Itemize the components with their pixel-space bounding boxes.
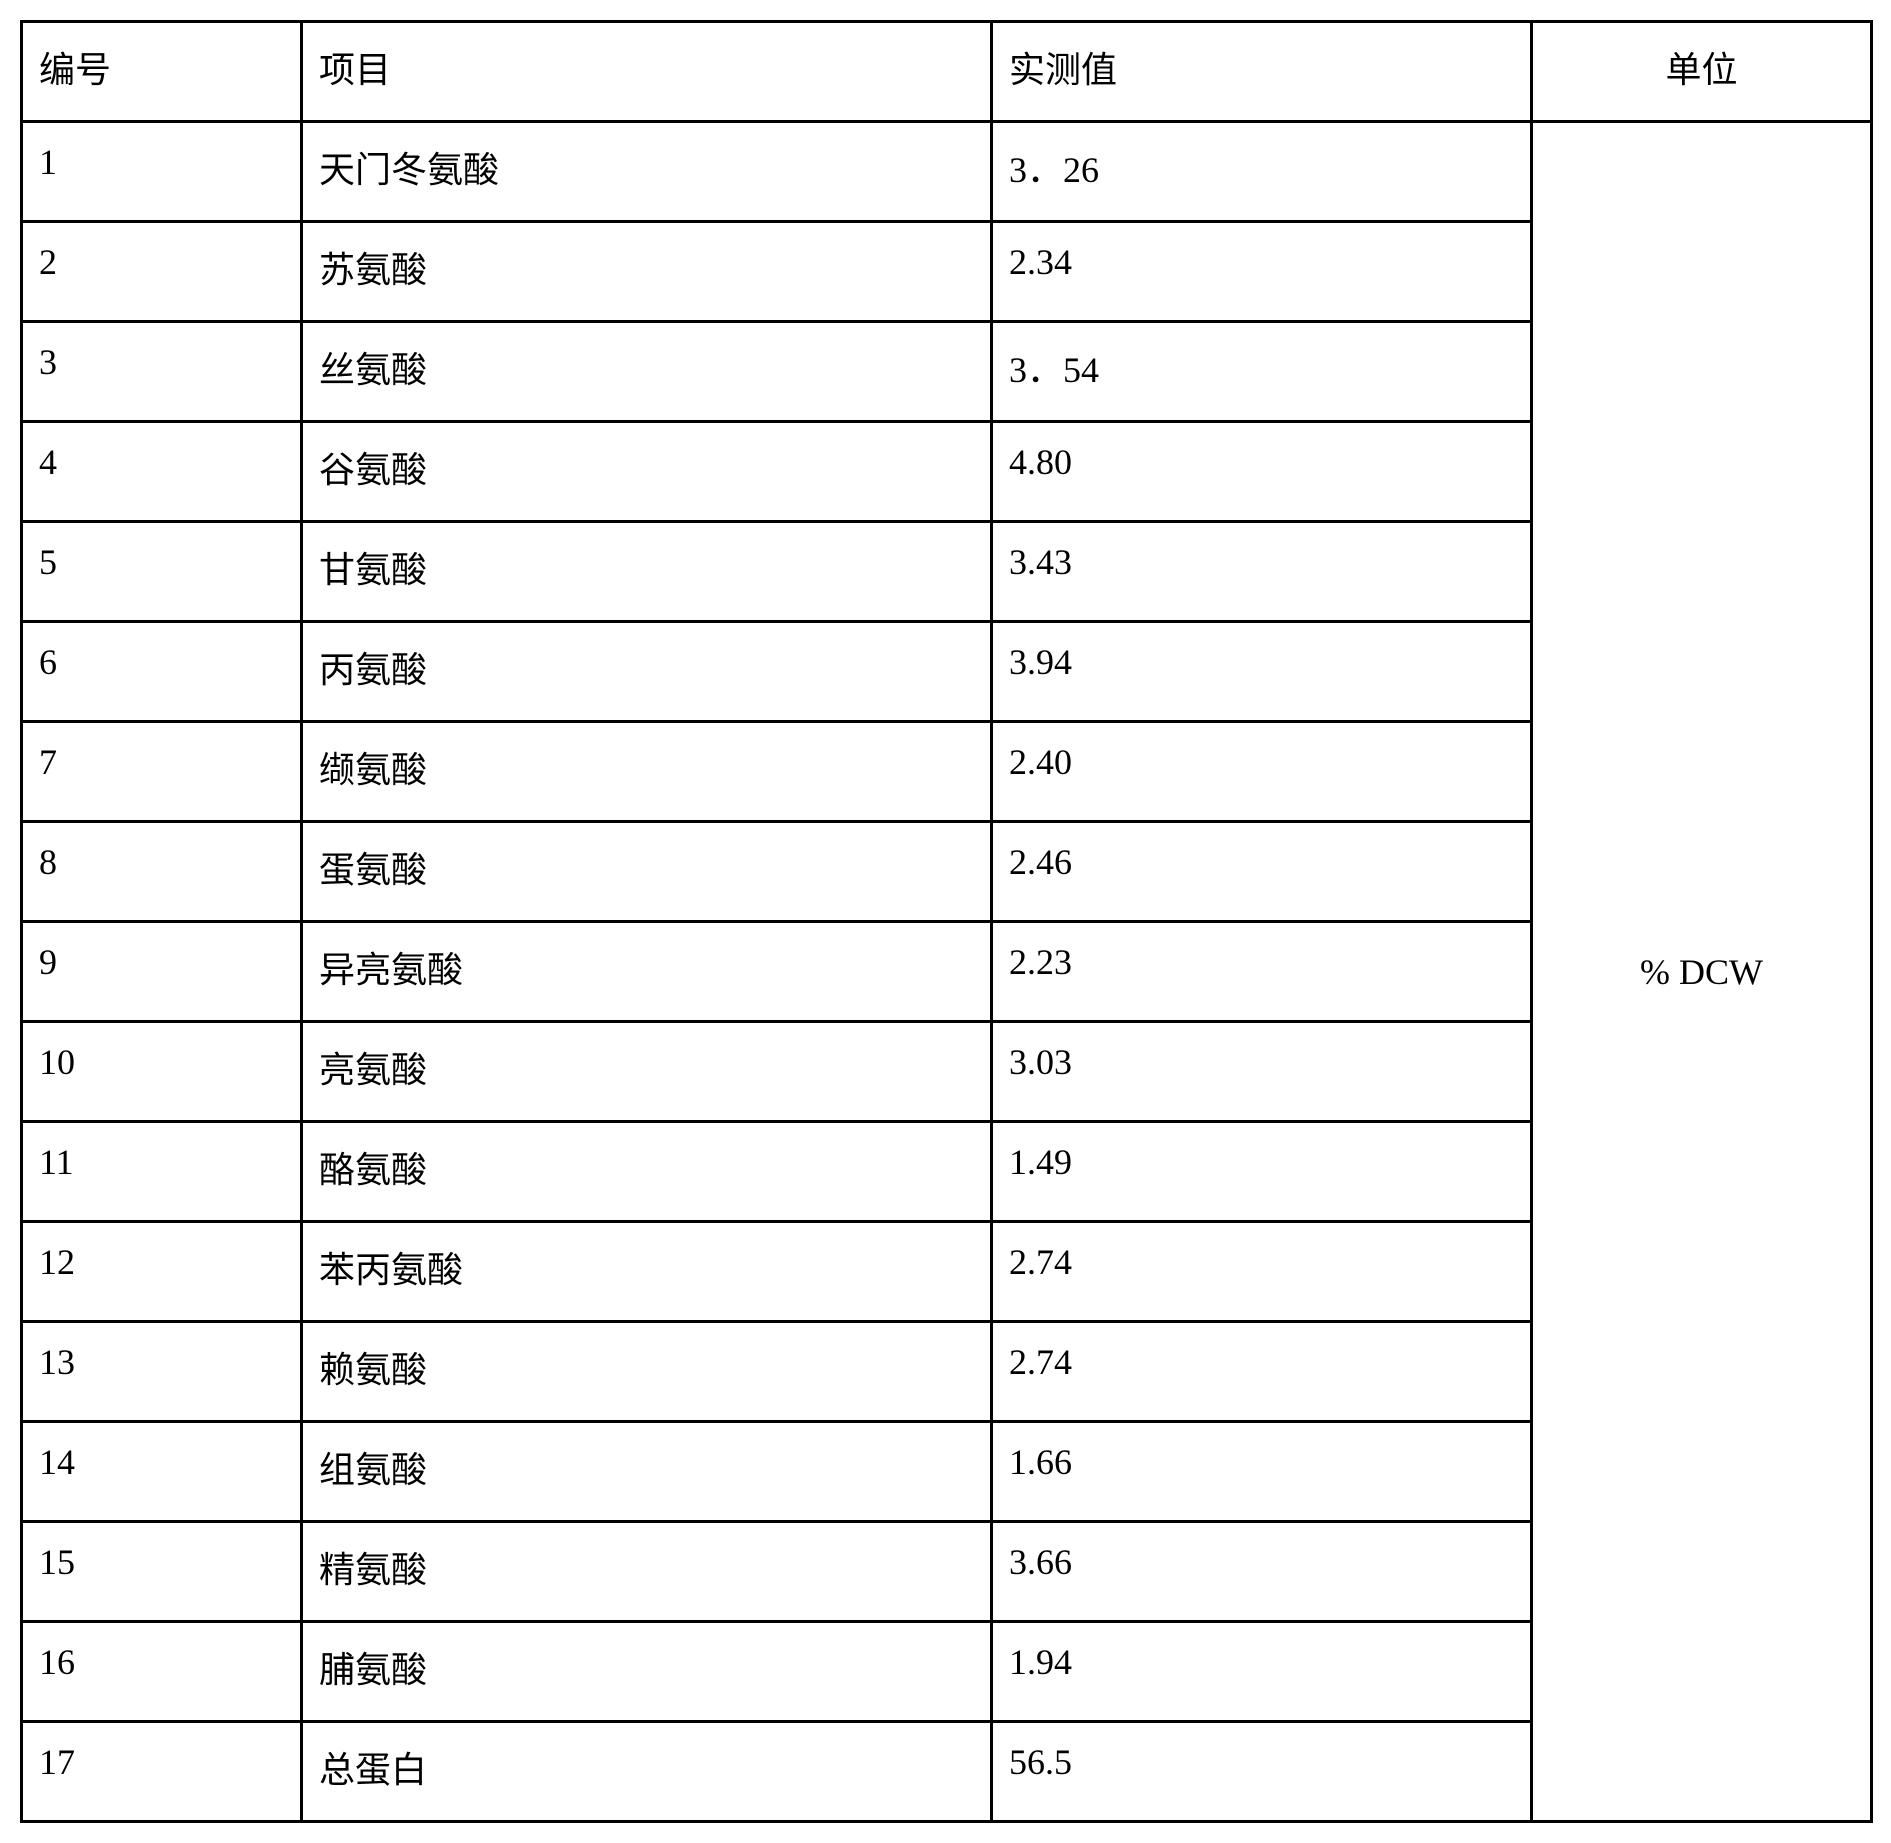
cell-num: 6	[22, 622, 302, 722]
cell-num: 14	[22, 1422, 302, 1522]
table-body: 编号 项目 实测值 单位 1 天门冬氨酸 3．26 % DCW 2 苏氨酸 2.…	[22, 22, 1872, 1822]
header-num: 编号	[22, 22, 302, 122]
cell-value: 2.74	[992, 1322, 1532, 1422]
unit-cell: % DCW	[1532, 122, 1872, 1822]
cell-item: 脯氨酸	[302, 1622, 992, 1722]
header-item: 项目	[302, 22, 992, 122]
cell-item: 苯丙氨酸	[302, 1222, 992, 1322]
cell-num: 13	[22, 1322, 302, 1422]
cell-num: 15	[22, 1522, 302, 1622]
cell-item: 精氨酸	[302, 1522, 992, 1622]
cell-value: 1.49	[992, 1122, 1532, 1222]
cell-value: 2.46	[992, 822, 1532, 922]
cell-num: 8	[22, 822, 302, 922]
cell-value: 4.80	[992, 422, 1532, 522]
header-unit: 单位	[1532, 22, 1872, 122]
cell-item: 缬氨酸	[302, 722, 992, 822]
cell-num: 17	[22, 1722, 302, 1822]
cell-num: 11	[22, 1122, 302, 1222]
cell-num: 10	[22, 1022, 302, 1122]
cell-item: 谷氨酸	[302, 422, 992, 522]
cell-num: 16	[22, 1622, 302, 1722]
cell-item: 总蛋白	[302, 1722, 992, 1822]
cell-num: 12	[22, 1222, 302, 1322]
header-value: 实测值	[992, 22, 1532, 122]
cell-value: 3.94	[992, 622, 1532, 722]
cell-value: 1.94	[992, 1622, 1532, 1722]
cell-value: 2.40	[992, 722, 1532, 822]
cell-item: 蛋氨酸	[302, 822, 992, 922]
cell-num: 9	[22, 922, 302, 1022]
cell-num: 1	[22, 122, 302, 222]
cell-item: 组氨酸	[302, 1422, 992, 1522]
cell-item: 酪氨酸	[302, 1122, 992, 1222]
cell-num: 4	[22, 422, 302, 522]
cell-value: 2.23	[992, 922, 1532, 1022]
cell-value: 56.5	[992, 1722, 1532, 1822]
cell-value: 3.43	[992, 522, 1532, 622]
cell-num: 7	[22, 722, 302, 822]
cell-value: 3．26	[992, 122, 1532, 222]
cell-value: 3.66	[992, 1522, 1532, 1622]
cell-item: 苏氨酸	[302, 222, 992, 322]
table-row: 1 天门冬氨酸 3．26 % DCW	[22, 122, 1872, 222]
cell-num: 5	[22, 522, 302, 622]
cell-item: 亮氨酸	[302, 1022, 992, 1122]
cell-item: 异亮氨酸	[302, 922, 992, 1022]
cell-item: 甘氨酸	[302, 522, 992, 622]
cell-value: 2.34	[992, 222, 1532, 322]
cell-value: 1.66	[992, 1422, 1532, 1522]
cell-item: 赖氨酸	[302, 1322, 992, 1422]
cell-value: 3.03	[992, 1022, 1532, 1122]
table-header-row: 编号 项目 实测值 单位	[22, 22, 1872, 122]
cell-item: 丝氨酸	[302, 322, 992, 422]
cell-item: 天门冬氨酸	[302, 122, 992, 222]
amino-acid-table: 编号 项目 实测值 单位 1 天门冬氨酸 3．26 % DCW 2 苏氨酸 2.…	[20, 20, 1873, 1823]
cell-item: 丙氨酸	[302, 622, 992, 722]
cell-num: 3	[22, 322, 302, 422]
cell-num: 2	[22, 222, 302, 322]
cell-value: 3．54	[992, 322, 1532, 422]
cell-value: 2.74	[992, 1222, 1532, 1322]
